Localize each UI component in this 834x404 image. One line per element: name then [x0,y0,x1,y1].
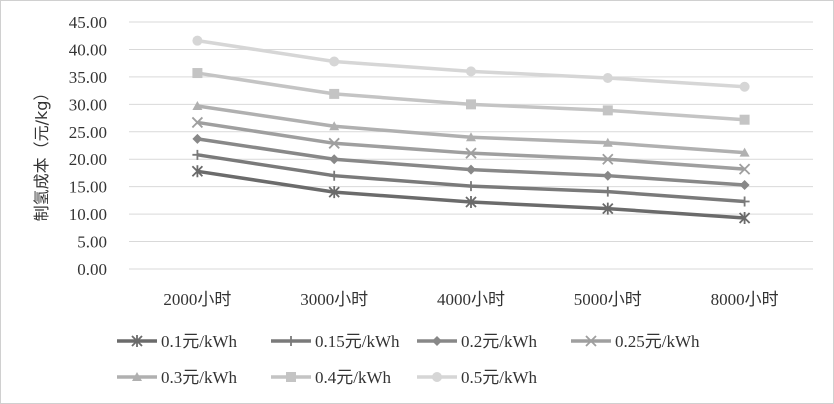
data-point [585,335,597,347]
data-point [466,164,476,175]
y-tick-label: 35.00 [69,68,107,87]
x-tick-label: 5000小时 [574,290,642,309]
data-point [602,105,613,116]
x-tick-label: 3000小时 [300,290,368,309]
legend-item: 0.2元/kWh [417,332,538,351]
legend-item: 0.5元/kWh [417,368,538,387]
series-0.4元/kWh [192,68,750,125]
legend-label: 0.25元/kWh [615,332,700,351]
data-point [192,133,203,144]
data-point [739,81,750,92]
data-point [131,335,143,347]
legend-item: 0.1元/kWh [117,332,238,351]
data-point [432,372,442,382]
data-point [329,121,340,131]
x-tick-label: 4000小时 [437,290,505,309]
data-point [602,153,614,165]
data-point [286,372,296,382]
data-point [739,180,750,191]
data-point [602,170,613,181]
y-axis-label: 制氢成本（元/kg） [32,85,51,222]
data-point [602,137,613,147]
data-point [192,149,203,160]
legend-item: 0.15元/kWh [271,332,400,351]
data-point [739,196,750,207]
gridlines [129,21,813,270]
data-point [432,336,442,346]
legend-item: 0.4元/kWh [271,368,392,387]
legend-label: 0.3元/kWh [161,368,238,387]
data-point [192,35,203,46]
data-point [465,196,477,209]
data-point [191,116,204,129]
legend-label: 0.1元/kWh [161,332,238,351]
series-lines [191,35,751,224]
data-point [602,186,613,197]
y-tick-label: 40.00 [69,40,107,59]
series-line [197,38,745,89]
legend-label: 0.4元/kWh [315,368,392,387]
data-point [329,88,340,99]
data-point [191,165,204,178]
data-point [466,66,476,77]
series-0.25元/kWh [191,116,751,175]
data-point [329,56,340,67]
data-point [739,147,750,157]
data-point [602,72,613,83]
legend-item: 0.3元/kWh [117,368,238,387]
series-0.1元/kWh [191,165,751,224]
y-tick-label: 25.00 [69,123,107,142]
x-tick-label: 8000小时 [711,290,779,309]
legend-label: 0.2元/kWh [461,332,538,351]
series-0.3元/kWh [192,100,750,157]
legend-item: 0.25元/kWh [571,332,700,351]
data-point [602,202,614,215]
y-axis-ticks: 0.00 5.00 10.00 15.00 20.00 25.00 30.00 35.00 40… [69,13,107,279]
y-tick-label: 45.00 [69,13,107,32]
series-0.5元/kWh [192,35,750,92]
data-point [738,163,751,175]
data-point [738,211,751,224]
y-tick-label: 10.00 [69,205,107,224]
legend-label: 0.15元/kWh [315,332,400,351]
data-point [329,170,340,181]
y-tick-label: 30.00 [69,95,107,114]
series-0.2元/kWh [192,133,750,191]
data-point [286,336,296,346]
legend-label: 0.5元/kWh [461,368,538,387]
data-point [329,154,340,165]
y-tick-label: 0.00 [77,260,107,279]
x-tick-label: 2000小时 [163,290,231,309]
y-tick-label: 5.00 [77,233,107,252]
legend: 0.1元/kWh 0.15元/kWh 0.2元/kWh 0.25元/kWh 0.3元/k… [117,332,700,387]
data-point [192,100,203,110]
data-point [328,137,340,149]
data-point [328,186,340,199]
series-0.15元/kWh [192,149,750,207]
data-point [739,114,750,125]
y-tick-label: 20.00 [69,150,107,169]
x-axis-ticks: 2000小时 3000小时 4000小时 5000小时 8000小时 [163,290,778,309]
y-tick-label: 15.00 [69,178,107,197]
data-point [466,181,476,192]
data-point [465,147,477,159]
data-point [192,68,203,79]
data-point [466,99,476,110]
data-point [466,132,476,142]
data-point [132,372,142,381]
